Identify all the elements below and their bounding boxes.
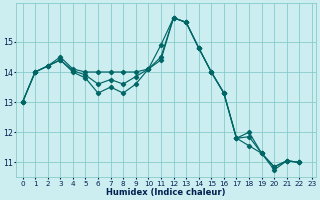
- X-axis label: Humidex (Indice chaleur): Humidex (Indice chaleur): [106, 188, 226, 197]
